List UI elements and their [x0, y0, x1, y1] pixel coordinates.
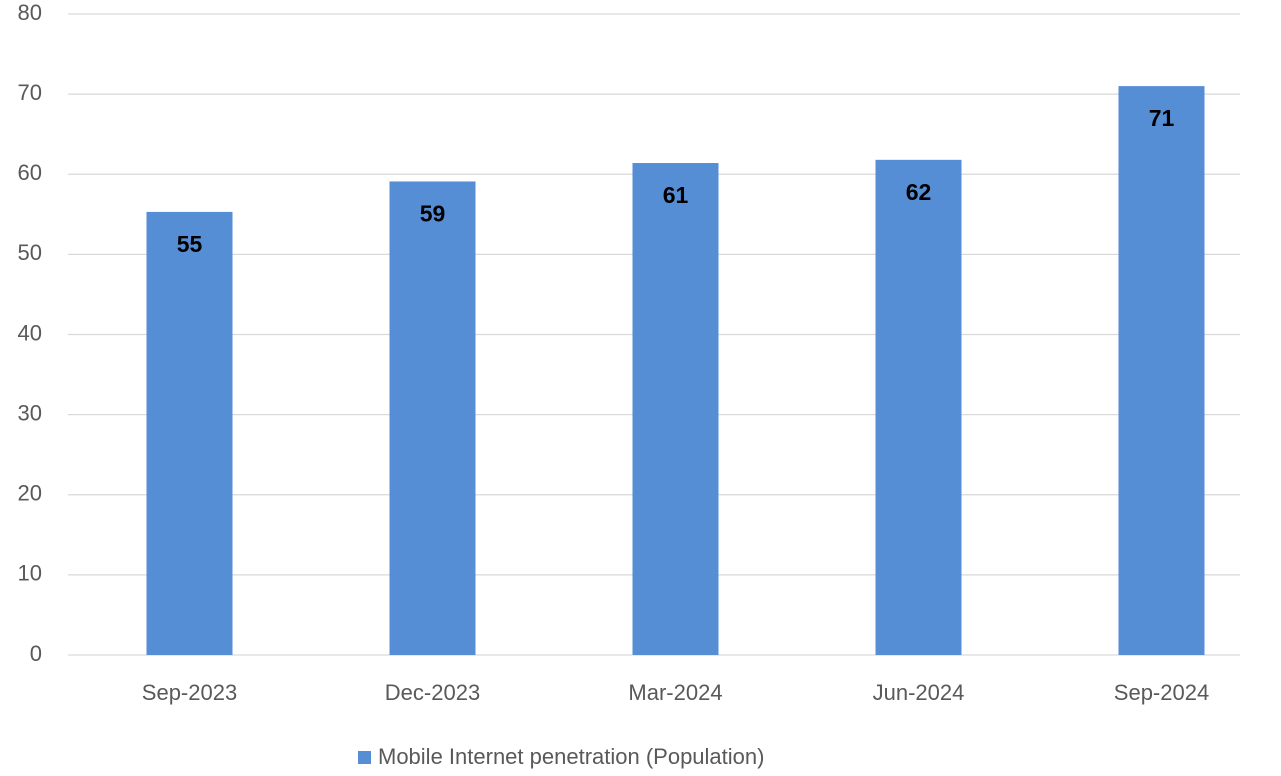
legend-label: Mobile Internet penetration (Population)	[378, 744, 764, 769]
y-tick-label: 50	[18, 240, 42, 265]
y-tick-label: 40	[18, 320, 42, 345]
data-label: 71	[1149, 105, 1175, 131]
y-tick-label: 70	[18, 80, 42, 105]
bar	[875, 159, 962, 655]
bar	[146, 211, 233, 655]
data-label: 62	[906, 179, 932, 205]
bar	[632, 163, 719, 655]
bar	[1118, 86, 1205, 656]
y-tick-label: 0	[30, 641, 42, 666]
y-tick-label: 80	[18, 0, 42, 25]
x-tick-label: Jun-2024	[873, 680, 965, 705]
data-label: 61	[663, 182, 689, 208]
x-tick-label: Dec-2023	[385, 680, 480, 705]
y-tick-label: 10	[18, 561, 42, 586]
y-tick-label: 20	[18, 481, 42, 506]
legend-swatch	[358, 751, 371, 764]
y-tick-label: 60	[18, 160, 42, 185]
y-tick-label: 30	[18, 400, 42, 425]
data-label: 55	[177, 231, 203, 257]
x-tick-label: Sep-2023	[142, 680, 237, 705]
bar	[389, 181, 476, 655]
x-tick-label: Sep-2024	[1114, 680, 1209, 705]
data-label: 59	[420, 201, 446, 227]
x-tick-label: Mar-2024	[628, 680, 722, 705]
